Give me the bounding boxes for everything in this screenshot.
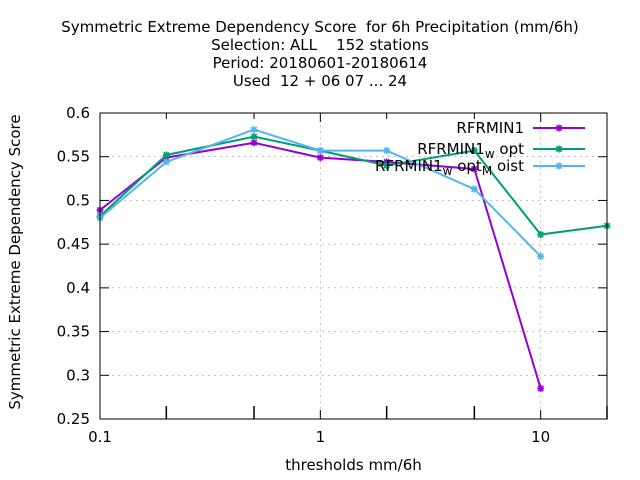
title-line-3: Period: 20180601-20180614 <box>212 54 428 72</box>
data-point-series-2 <box>470 147 478 155</box>
data-point-series-2 <box>383 161 391 169</box>
legend-marker-3 <box>555 162 563 170</box>
x-tick-label: 0.1 <box>88 428 112 446</box>
y-tick-label: 0.45 <box>57 235 90 253</box>
legend-label-1: RFRMIN1 <box>456 119 524 137</box>
y-tick-label: 0.35 <box>57 323 90 341</box>
title-line-2: Selection: ALL 152 stations <box>211 36 429 54</box>
data-point-series-2 <box>250 133 258 141</box>
data-point-series-3 <box>316 147 324 155</box>
data-point-series-1 <box>537 384 545 392</box>
plot-frame <box>99 112 608 420</box>
x-axis-label: thresholds mm/6h <box>285 456 422 474</box>
chart-title: Symmetric Extreme Dependency Score for 6… <box>0 18 640 90</box>
y-tick-label: 0.55 <box>57 148 90 166</box>
data-point-series-2 <box>537 231 545 239</box>
data-point-series-1 <box>250 139 258 147</box>
data-point-series-3 <box>250 126 258 134</box>
x-tick-label: 10 <box>531 428 550 446</box>
y-tick-label: 0.6 <box>66 104 90 122</box>
title-line-4: Used 12 + 06 07 ... 24 <box>232 72 408 90</box>
x-tick-label: 1 <box>316 428 326 446</box>
y-axis-label: Symmetric Extreme Dependency Score <box>6 114 24 409</box>
data-point-series-2 <box>162 151 170 159</box>
legend-label-2: RFRMIN1w opt <box>417 140 524 161</box>
data-point-series-3 <box>383 147 391 155</box>
label-layer: 0.1 1 10 0.25 0.3 0.35 0.4 0.45 0.5 0.55 0.6 <box>57 104 551 446</box>
data-point-series-1 <box>316 154 324 162</box>
legend-label-3: RFRMIN1w optM oist <box>375 157 524 178</box>
y-tick-label: 0.4 <box>66 279 90 297</box>
data-point-series-3 <box>470 185 478 193</box>
series-line-2 <box>99 135 608 236</box>
data-point-series-3 <box>162 158 170 166</box>
title-line-1: Symmetric Extreme Dependency Score for 6… <box>61 18 579 36</box>
data-point-series-3 <box>537 252 545 260</box>
legend-marker-2 <box>555 145 563 153</box>
y-tick-label: 0.5 <box>66 191 90 209</box>
legend-marker-1 <box>555 124 563 132</box>
y-tick-label: 0.3 <box>66 366 90 384</box>
data-point-series-1 <box>470 165 478 173</box>
y-tick-label: 0.25 <box>57 410 90 428</box>
